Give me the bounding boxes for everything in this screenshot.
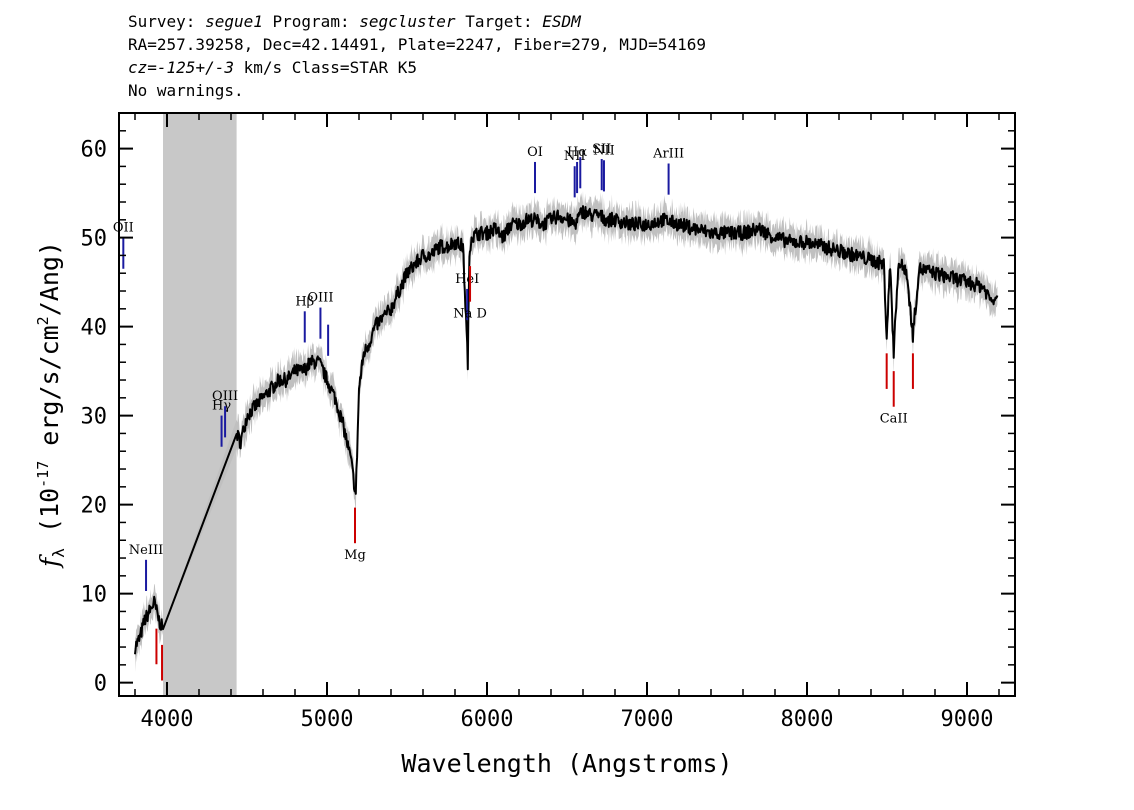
y-tick-label: 20 xyxy=(81,494,108,519)
emission-mark-label: SII xyxy=(592,142,611,157)
y-axis-label-exp2: 2 xyxy=(34,316,52,325)
x-tick-label: 8000 xyxy=(781,707,834,732)
absorption-mark-label: Na D xyxy=(453,307,487,322)
y-tick-label: 0 xyxy=(94,672,107,697)
x-axis-label: Wavelength (Angstroms) xyxy=(401,749,732,778)
target-label: Target: xyxy=(465,12,533,31)
emission-mark-label: Hγ xyxy=(212,399,231,414)
emission-mark-label: OII xyxy=(113,221,134,236)
program-label: Program: xyxy=(272,12,350,31)
y-axis-label-exp: -17 xyxy=(34,461,52,488)
y-tick-label: 60 xyxy=(81,138,108,163)
header-line-4: No warnings. xyxy=(128,81,244,100)
emission-mark-label: NeIII xyxy=(129,543,163,558)
x-tick-label: 5000 xyxy=(301,707,354,732)
y-axis-label-part-c: /Ang) xyxy=(35,241,64,316)
emission-mark-label: Hβ xyxy=(295,294,314,309)
error-band-shape xyxy=(135,190,998,672)
emission-mark-label: OIII xyxy=(307,291,333,306)
absorption-mark-label: Mg xyxy=(344,548,366,563)
emission-mark-label: ArIII xyxy=(652,147,684,162)
y-tick-label: 50 xyxy=(81,227,108,252)
y-tick-label: 30 xyxy=(81,405,108,430)
class-text: km/s Class=STAR K5 xyxy=(233,58,417,77)
y-axis-label-f: f xyxy=(35,554,64,569)
y-axis-label-part-b: erg/s/cm xyxy=(35,325,64,460)
emission-mark-label: NII xyxy=(593,143,615,158)
y-tick-label: 40 xyxy=(81,316,108,341)
spectrum-line xyxy=(134,205,999,655)
y-axis-label-sub: λ xyxy=(49,548,68,558)
program-value: segcluster xyxy=(359,12,456,31)
x-tick-label: 4000 xyxy=(141,707,194,732)
y-axis-label-part-a: (10 xyxy=(35,488,64,548)
header-line-3: cz=-125+/-3 km/s Class=STAR K5 xyxy=(128,56,706,79)
cz-value: -125+/-3 xyxy=(156,58,234,77)
x-tick-label: 9000 xyxy=(941,707,994,732)
emission-mark-label: Hα xyxy=(567,145,587,160)
y-tick-label: 10 xyxy=(81,583,108,608)
emission-mark-label: OIII xyxy=(212,389,238,404)
target-value: ESDM xyxy=(542,12,581,31)
header-line-2: RA=257.39258, Dec=42.14491, Plate=2247, … xyxy=(128,35,706,54)
plot-frame xyxy=(118,112,1016,697)
header-line-1: Survey: segue1 Program: segcluster Targe… xyxy=(128,10,706,33)
spectrum-header: Survey: segue1 Program: segcluster Targe… xyxy=(128,10,706,102)
survey-value: segue1 xyxy=(205,12,263,31)
x-tick-label: 6000 xyxy=(461,707,514,732)
survey-label: Survey: xyxy=(128,12,196,31)
emission-mark-label: HeI xyxy=(455,272,479,287)
absorption-mark-label: CaII xyxy=(880,412,908,427)
spectrum-series xyxy=(134,205,999,655)
axis-ticks: 4000 5000 6000 7000 8000 9000 0 10 20 30 40 50 60 xyxy=(81,113,1015,732)
emission-mark-label: OI xyxy=(527,145,543,160)
x-tick-label: 7000 xyxy=(621,707,674,732)
error-band xyxy=(135,190,998,672)
cz-label: cz= xyxy=(128,58,157,77)
y-axis-label: fλ (10-17 erg/s/cm2/Ang) xyxy=(34,241,68,569)
